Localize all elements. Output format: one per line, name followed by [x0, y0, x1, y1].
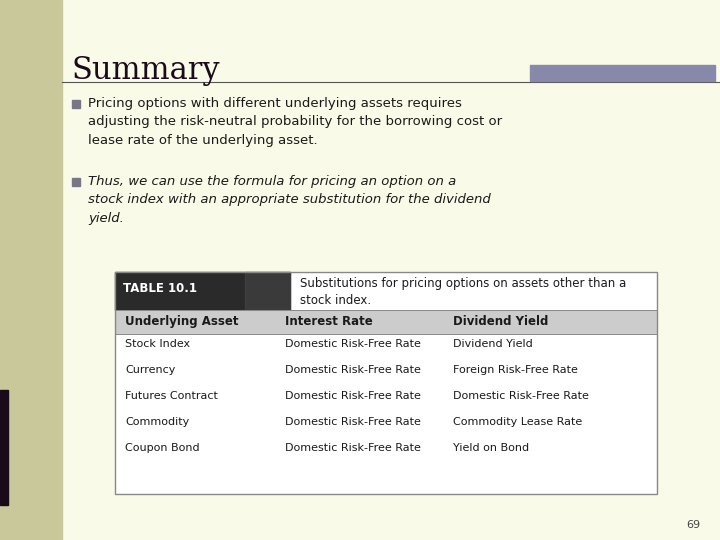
Text: Yield on Bond: Yield on Bond	[453, 443, 529, 453]
Bar	[115, 272, 290, 310]
Bar	[72, 178, 80, 186]
Bar	[245, 272, 290, 310]
Bar	[530, 65, 715, 81]
Text: Coupon Bond: Coupon Bond	[125, 443, 199, 453]
Bar	[72, 100, 80, 108]
Text: Stock Index: Stock Index	[125, 339, 190, 349]
Text: Underlying Asset: Underlying Asset	[125, 315, 238, 328]
Bar	[115, 272, 657, 494]
Text: Domestic Risk-Free Rate: Domestic Risk-Free Rate	[453, 391, 589, 401]
Text: Foreign Risk-Free Rate: Foreign Risk-Free Rate	[453, 365, 578, 375]
Text: Commodity Lease Rate: Commodity Lease Rate	[453, 417, 582, 427]
Text: Substitutions for pricing options on assets other than a
stock index.: Substitutions for pricing options on ass…	[300, 277, 626, 307]
Text: Thus, we can use the formula for pricing an option on a
stock index with an appr: Thus, we can use the formula for pricing…	[88, 175, 491, 225]
Text: TABLE 10.1: TABLE 10.1	[123, 282, 197, 295]
Text: Commodity: Commodity	[125, 417, 189, 427]
Text: Domestic Risk-Free Rate: Domestic Risk-Free Rate	[285, 365, 421, 375]
Bar	[0, 390, 8, 505]
Text: Domestic Risk-Free Rate: Domestic Risk-Free Rate	[285, 443, 421, 453]
Bar	[115, 272, 657, 494]
Text: Interest Rate: Interest Rate	[285, 315, 373, 328]
Text: Domestic Risk-Free Rate: Domestic Risk-Free Rate	[285, 417, 421, 427]
Text: Futures Contract: Futures Contract	[125, 391, 218, 401]
Text: Pricing options with different underlying assets requires
adjusting the risk-neu: Pricing options with different underlyin…	[88, 97, 502, 147]
Bar	[0, 0, 62, 540]
Text: 69: 69	[686, 520, 700, 530]
Text: Summary: Summary	[72, 55, 220, 86]
Text: Domestic Risk-Free Rate: Domestic Risk-Free Rate	[285, 339, 421, 349]
Text: Dividend Yield: Dividend Yield	[453, 315, 549, 328]
Text: Currency: Currency	[125, 365, 176, 375]
Text: Domestic Risk-Free Rate: Domestic Risk-Free Rate	[285, 391, 421, 401]
Bar	[115, 310, 657, 334]
Text: Dividend Yield: Dividend Yield	[453, 339, 533, 349]
